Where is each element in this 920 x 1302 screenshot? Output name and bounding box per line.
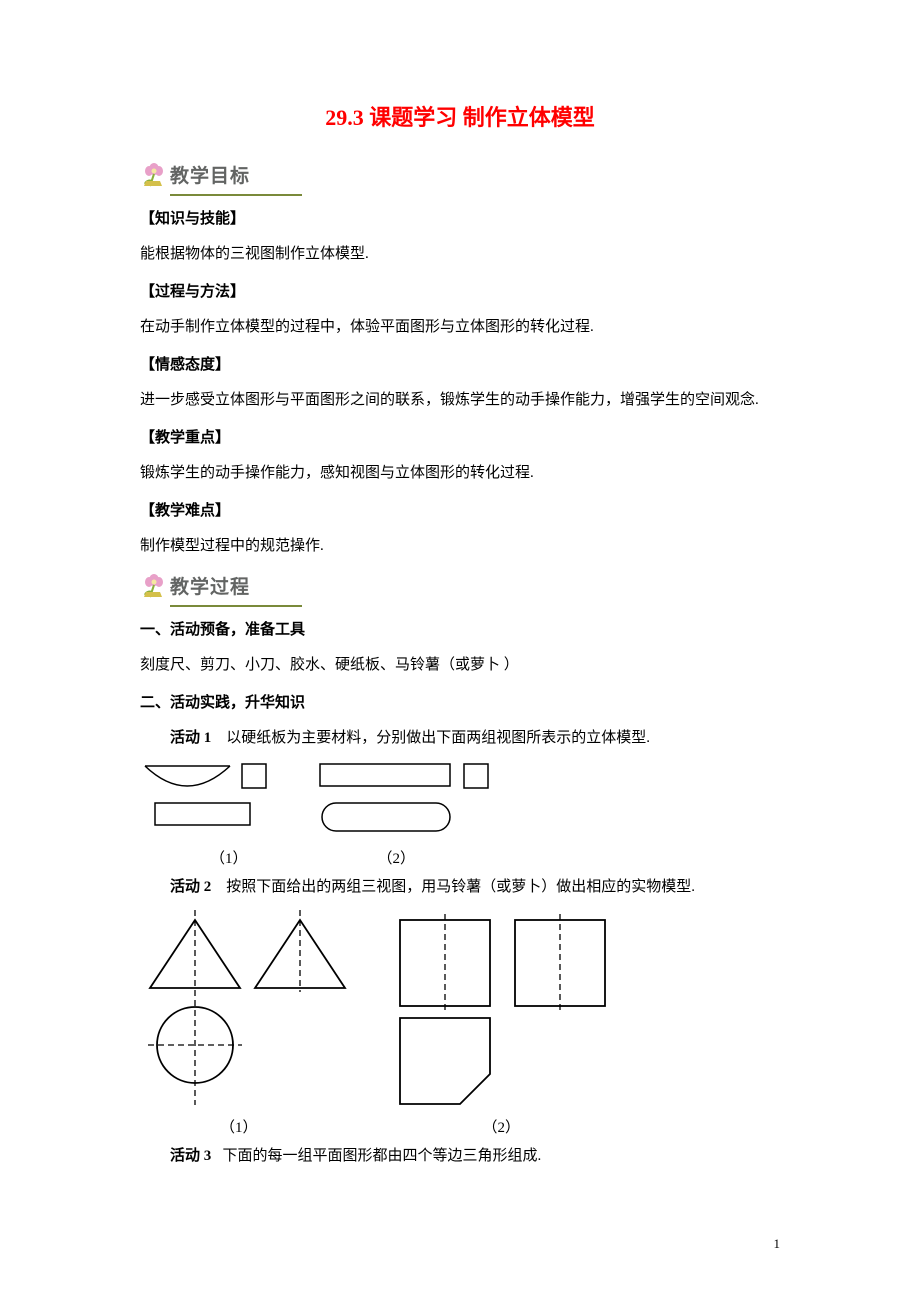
page-number: 1	[774, 1236, 781, 1252]
header-underline	[170, 194, 302, 196]
flower-icon	[140, 571, 166, 599]
activity-2-line: 活动 2 按照下面给出的两组三视图，用马铃薯（或萝卜）做出相应的实物模型.	[140, 872, 780, 902]
section-header-process: 教学过程	[140, 571, 780, 599]
act1-label-1: （1）	[210, 847, 248, 868]
process-s1-title: 一、活动预备，准备工具	[140, 617, 780, 644]
act2-text: 按照下面给出的两组三视图，用马铃薯（或萝卜）做出相应的实物模型.	[226, 879, 695, 895]
act2-label: 活动 2	[170, 879, 211, 895]
activity-1-line: 活动 1 以硬纸板为主要材料，分别做出下面两组视图所表示的立体模型.	[140, 723, 780, 753]
goals-t5: 制作模型过程中的规范操作.	[140, 531, 780, 561]
goals-h1: 【知识与技能】	[140, 206, 780, 233]
page-title: 29.3 课题学习 制作立体模型	[140, 100, 780, 132]
act3-label: 活动 3	[170, 1148, 211, 1164]
act2-label-2: （2）	[483, 1116, 521, 1137]
goals-t2: 在动手制作立体模型的过程中，体验平面图形与立体图形的转化过程.	[140, 312, 780, 342]
goals-t4: 锻炼学生的动手操作能力，感知视图与立体图形的转化过程.	[140, 458, 780, 488]
header-process-label: 教学过程	[170, 572, 250, 599]
goals-t3: 进一步感受立体图形与平面图形之间的联系，锻炼学生的动手操作能力，增强学生的空间观…	[140, 385, 780, 415]
activity-3-line: 活动 3 下面的每一组平面图形都由四个等边三角形组成.	[140, 1141, 780, 1171]
act2-label-1: （1）	[220, 1116, 258, 1137]
act3-text: 下面的每一组平面图形都由四个等边三角形组成.	[223, 1148, 542, 1164]
act1-label: 活动 1	[170, 730, 211, 746]
goals-h5: 【教学难点】	[140, 498, 780, 525]
header-goals-label: 教学目标	[170, 161, 250, 188]
process-s2-title: 二、活动实践，升华知识	[140, 690, 780, 717]
act1-text: 以硬纸板为主要材料，分别做出下面两组视图所表示的立体模型.	[226, 730, 650, 746]
act1-label-2: （2）	[378, 847, 416, 868]
activity-1-diagram: （1） （2）	[140, 761, 780, 868]
header-underline	[170, 605, 302, 607]
goals-h2: 【过程与方法】	[140, 279, 780, 306]
goals-h3: 【情感态度】	[140, 352, 780, 379]
process-s1-text: 刻度尺、剪刀、小刀、胶水、硬纸板、马铃薯（或萝卜 ）	[140, 650, 780, 680]
goals-t1: 能根据物体的三视图制作立体模型.	[140, 239, 780, 269]
section-header-goals: 教学目标	[140, 160, 780, 188]
flower-icon	[140, 160, 166, 188]
goals-h4: 【教学重点】	[140, 425, 780, 452]
activity-2-diagram: （1） （2）	[140, 910, 780, 1137]
